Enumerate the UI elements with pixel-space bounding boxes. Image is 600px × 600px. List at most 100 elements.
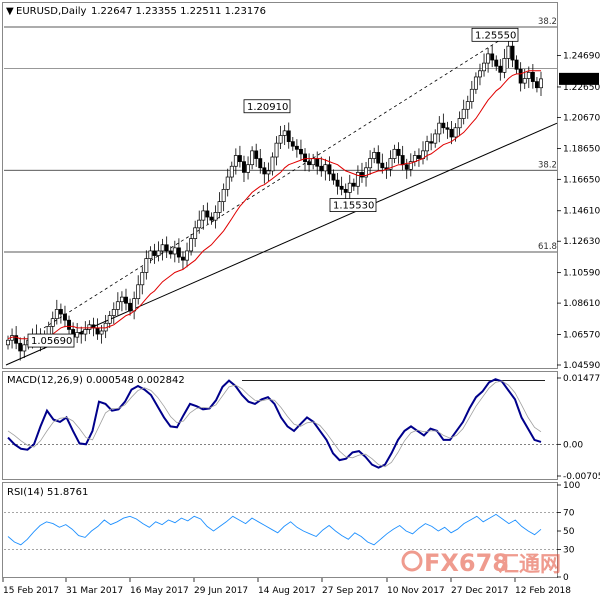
candle-up — [22, 344, 27, 352]
y-tick-label: 1.22650 — [563, 83, 600, 93]
candle-down — [205, 210, 210, 218]
candle-down — [14, 335, 19, 344]
candle-up — [197, 219, 202, 229]
candle-up — [54, 309, 59, 320]
candle-up — [368, 158, 373, 169]
candle-down — [294, 145, 299, 150]
candle-up — [6, 339, 10, 346]
candle-up — [388, 158, 393, 170]
y-tick-label: 1.20670 — [563, 113, 600, 123]
candle-up — [156, 250, 161, 256]
rsi-tick-label: 100 — [563, 481, 580, 491]
price-annotation-text: 1.25550 — [475, 30, 516, 41]
candle-up — [140, 272, 145, 286]
candle-up — [486, 53, 491, 64]
candle-down — [95, 327, 100, 335]
candle-up — [355, 172, 360, 187]
candle-down — [534, 81, 539, 89]
candle-up — [364, 167, 368, 178]
candle-up — [115, 301, 120, 310]
candle-down — [63, 313, 67, 321]
candle-up — [502, 58, 507, 73]
candle-down — [494, 59, 499, 67]
watermark: FX678 汇通网 — [401, 549, 561, 577]
x-tick-label: 10 Nov 2017 — [387, 586, 445, 596]
candle-up — [372, 152, 377, 159]
candle-up — [437, 122, 442, 135]
candle-up — [461, 108, 466, 119]
candle-down — [339, 185, 344, 190]
rsi-line — [7, 513, 542, 546]
y-tick-label: 1.18650 — [563, 145, 600, 155]
candle-up — [119, 296, 124, 303]
candle-up — [233, 155, 238, 167]
dropdown-arrow-icon[interactable]: ▼ — [6, 6, 14, 17]
candle-down — [327, 164, 332, 175]
fib-level-label: 38.2 — [538, 160, 557, 170]
candle-down — [331, 173, 336, 181]
candle-down — [67, 319, 71, 330]
candle-down — [242, 161, 246, 173]
candle-down — [396, 148, 401, 156]
candle-up — [50, 318, 55, 327]
candle-up — [266, 170, 271, 175]
macd-panel-frame — [2, 371, 558, 480]
fib-level-label: 61.8 — [538, 242, 557, 252]
candle-down — [445, 127, 450, 130]
candle-down — [18, 342, 23, 352]
candle-up — [408, 161, 413, 170]
candle-down — [335, 179, 340, 187]
rsi-plot: RSI(14) 51.8761 — [4, 487, 557, 550]
x-tick-label: 16 May 2017 — [130, 586, 189, 596]
x-tick-label: 27 Sep 2017 — [322, 586, 379, 596]
x-tick-label: 15 Feb 2017 — [3, 586, 59, 596]
candle-up — [185, 250, 189, 261]
candle-up — [392, 148, 397, 159]
candle-down — [518, 68, 523, 84]
candle-down — [290, 141, 295, 147]
candle-up — [478, 70, 482, 78]
candle-up — [213, 212, 218, 221]
candle-up — [189, 238, 194, 252]
price-annotation-text: 1.05690 — [31, 336, 72, 347]
x-tick-label: 31 Mar 2017 — [66, 586, 123, 596]
candle-up — [469, 88, 474, 102]
candle-down — [209, 216, 214, 221]
macd-title: MACD(12,26,9) 0.000548 0.002842 — [7, 375, 185, 386]
candle-up — [172, 247, 177, 255]
price-annotation-box — [471, 27, 519, 42]
candle-up — [111, 309, 116, 316]
rsi-panel-frame — [2, 482, 558, 578]
candle-up — [144, 258, 149, 273]
candle-down — [286, 130, 291, 142]
candle-down — [298, 148, 303, 155]
candle-up — [160, 244, 165, 252]
candle-down — [343, 188, 348, 193]
rsi-tick-label: 70 — [563, 509, 575, 519]
x-tick-label: 27 Dec 2017 — [451, 586, 509, 596]
price-annotation-box — [243, 99, 291, 114]
candle-down — [319, 165, 324, 172]
main-price-plot: 38.2 38.2 61.8 1.05690 1.20910 1.15530 1.25550 — [4, 17, 558, 366]
axes: 1.24690 1.22650 1.20670 1.18650 1.16650 1.146… — [2, 52, 600, 596]
candle-up — [221, 188, 226, 203]
symbol-label: EURUSD,Daily — [16, 6, 87, 17]
candle-up — [87, 324, 92, 330]
candle-down — [258, 158, 263, 169]
candle-down — [498, 65, 503, 73]
candle-up — [347, 182, 352, 193]
candle-up — [311, 158, 316, 166]
main-panel-frame — [2, 2, 558, 369]
y-tick-label: 1.10590 — [563, 269, 600, 279]
macd-line — [7, 378, 542, 469]
candle-up — [482, 62, 486, 72]
ohlc-label: 1.22647 1.23355 1.22511 1.23176 — [91, 6, 266, 17]
candle-down — [58, 309, 63, 315]
candle-up — [323, 164, 328, 172]
candle-up — [465, 101, 470, 110]
moving-average-line — [7, 70, 541, 340]
y-tick-label: 1.12630 — [563, 237, 600, 247]
x-tick-label: 12 Feb 2018 — [515, 586, 571, 596]
candle-up — [246, 164, 251, 173]
